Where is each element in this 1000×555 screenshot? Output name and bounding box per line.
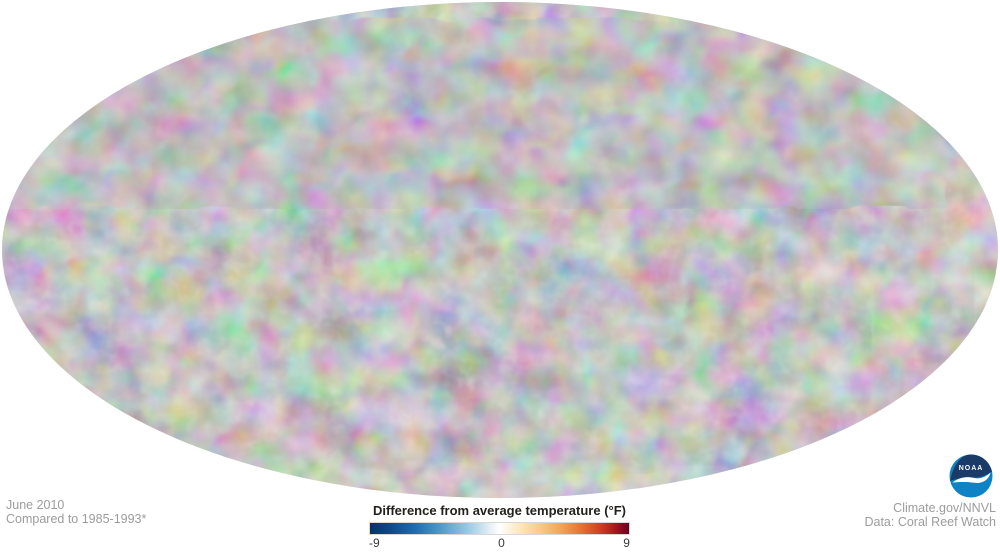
colorbar <box>369 522 630 535</box>
north-america-landmass <box>468 25 698 231</box>
aral-balkhash-lakes <box>156 73 180 87</box>
credit-caption: Climate.gov/NNVL Data: Coral Reef Watch <box>864 501 996 529</box>
sumatra-island <box>181 245 213 269</box>
gulf-of-california <box>589 170 603 194</box>
africa-landmass <box>838 119 998 398</box>
sea-of-japan-hotspot <box>281 117 319 143</box>
noaa-logo: NOAA <box>949 454 993 498</box>
hudson-bay <box>597 53 627 87</box>
south-america-landmass <box>683 216 816 424</box>
new-zealand-north-island <box>407 364 421 386</box>
arctic-hotspot-right <box>565 31 585 39</box>
colorbar-ticks: -9 0 9 <box>369 536 630 550</box>
baseline-line: Compared to 1985-1993* <box>6 511 147 526</box>
legend-title: Difference from average temperature (°F) <box>373 503 626 518</box>
tick-max: 9 <box>623 536 630 550</box>
baltic-sea <box>730 53 754 67</box>
noaa-logo-sky <box>950 454 992 481</box>
java-island <box>217 272 247 282</box>
black-sea <box>98 96 126 112</box>
tick-min: -9 <box>369 536 380 550</box>
tasmania-island <box>346 385 358 395</box>
red-sea <box>29 167 51 193</box>
colorbar-legend: Difference from average temperature (°F)… <box>369 503 630 550</box>
europe-landmass <box>689 32 855 122</box>
borneo-island <box>229 239 253 261</box>
tick-zero: 0 <box>498 536 505 550</box>
australia-landmass <box>242 284 354 373</box>
india-peninsula <box>111 164 167 232</box>
arctic-hotspot-left <box>398 34 426 46</box>
date-caption: June 2010 Compared to 1985-1993* <box>6 498 147 526</box>
indochina-peninsula <box>197 182 228 250</box>
persian-gulf <box>84 155 102 169</box>
new-guinea-island <box>253 251 313 271</box>
noaa-logo-text: NOAA <box>959 465 984 472</box>
credit-source: Climate.gov/NNVL <box>893 501 996 515</box>
inland-seas-layer <box>29 31 877 194</box>
credit-data: Data: Coral Reef Watch <box>864 514 996 529</box>
arabia-peninsula <box>30 153 98 210</box>
greenland-landmass <box>576 20 666 49</box>
seagull-icon <box>952 472 991 484</box>
madagascar-island <box>74 326 90 358</box>
eurasia-landmass <box>23 20 481 246</box>
kamchatka-peninsula <box>390 66 409 122</box>
sri-lanka-island <box>148 234 156 246</box>
philippines-islands <box>243 197 255 219</box>
antarctic-peninsula <box>630 434 653 472</box>
great-lakes <box>622 93 650 107</box>
new-zealand-south-island <box>397 382 411 402</box>
sakhalin-island <box>340 86 350 110</box>
world-sst-anomaly-map <box>2 2 998 498</box>
taiwan-island <box>259 187 265 197</box>
date-line: June 2010 <box>6 498 65 512</box>
caspian-sea <box>133 84 153 116</box>
